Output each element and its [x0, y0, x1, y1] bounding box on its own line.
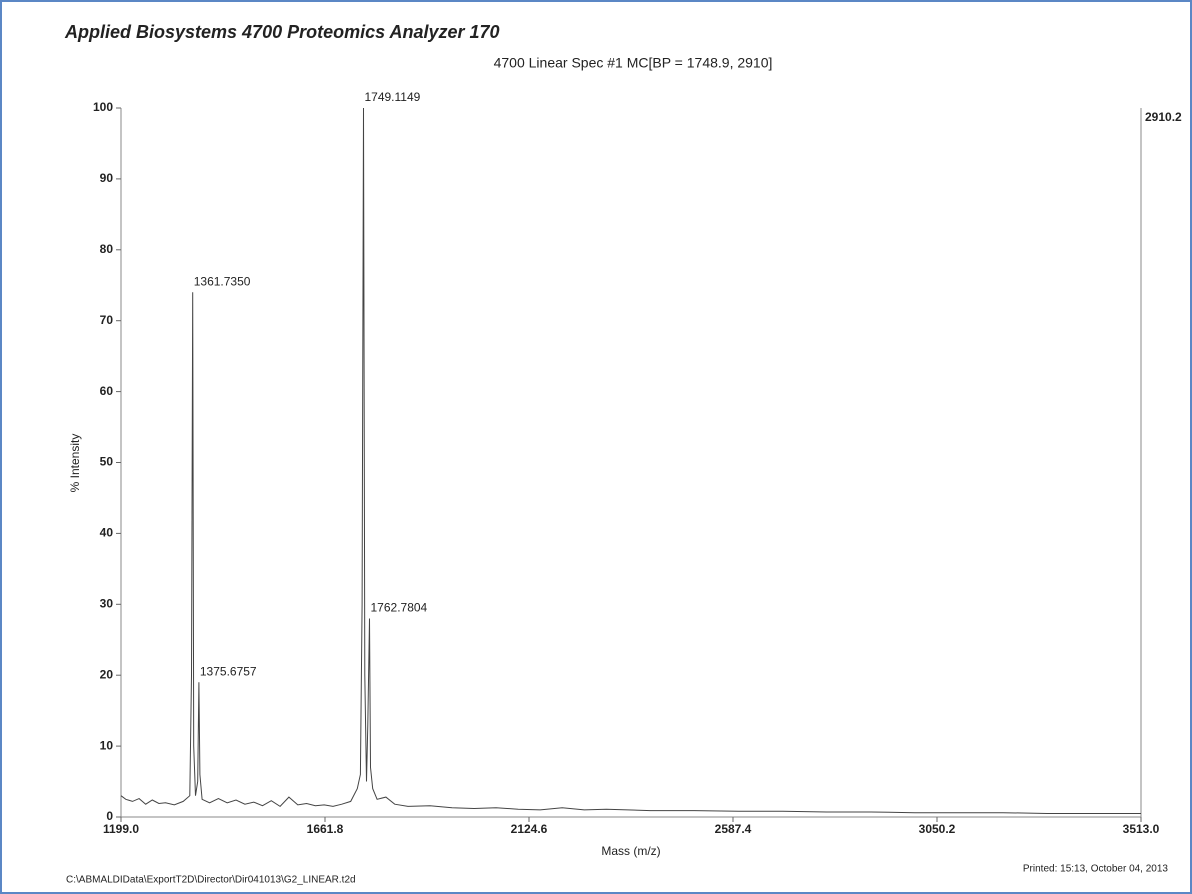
y-tick-label: 70: [100, 313, 114, 327]
x-tick-label: 3513.0: [1123, 822, 1160, 836]
y-tick-label: 80: [100, 242, 114, 256]
x-tick-label: 3050.2: [919, 822, 956, 836]
peak-label: 1375.6757: [200, 664, 257, 678]
spectrum-line: [120, 107, 1141, 814]
y-tick-label: 10: [100, 738, 114, 752]
file-path: C:\ABMALDIData\ExportT2D\Director\Dir041…: [66, 875, 356, 886]
y-tick-label: 50: [100, 455, 114, 469]
y-tick-label: 30: [100, 596, 114, 610]
x-axis-label: Mass (m/z): [601, 844, 660, 858]
y-axis-label: % Intensity: [68, 434, 82, 493]
y-tick-label: 60: [100, 384, 114, 398]
y-tick-label: 40: [100, 526, 114, 540]
x-tick-label: 2587.4: [715, 822, 752, 836]
peak-label: 1749.1149: [364, 90, 420, 104]
peak-label: 1361.7350: [194, 275, 251, 289]
peak-label: 1762.7804: [371, 601, 428, 615]
y-tick-label: 20: [100, 667, 114, 681]
y-tick-label: 0: [106, 809, 113, 823]
chart-title: Applied Biosystems 4700 Proteomics Analy…: [64, 22, 500, 42]
x-tick-label: 2124.6: [511, 822, 548, 836]
x-tick-label: 1199.0: [103, 822, 139, 836]
chart-subtitle: 4700 Linear Spec #1 MC[BP = 1748.9, 2910…: [494, 55, 773, 71]
y-tick-label: 90: [100, 171, 114, 185]
y-tick-label: 100: [93, 100, 113, 114]
max-intensity-label: 2910.2: [1145, 110, 1182, 124]
print-date: Printed: 15:13, October 04, 2013: [1023, 864, 1169, 875]
x-tick-label: 1661.8: [307, 822, 344, 836]
